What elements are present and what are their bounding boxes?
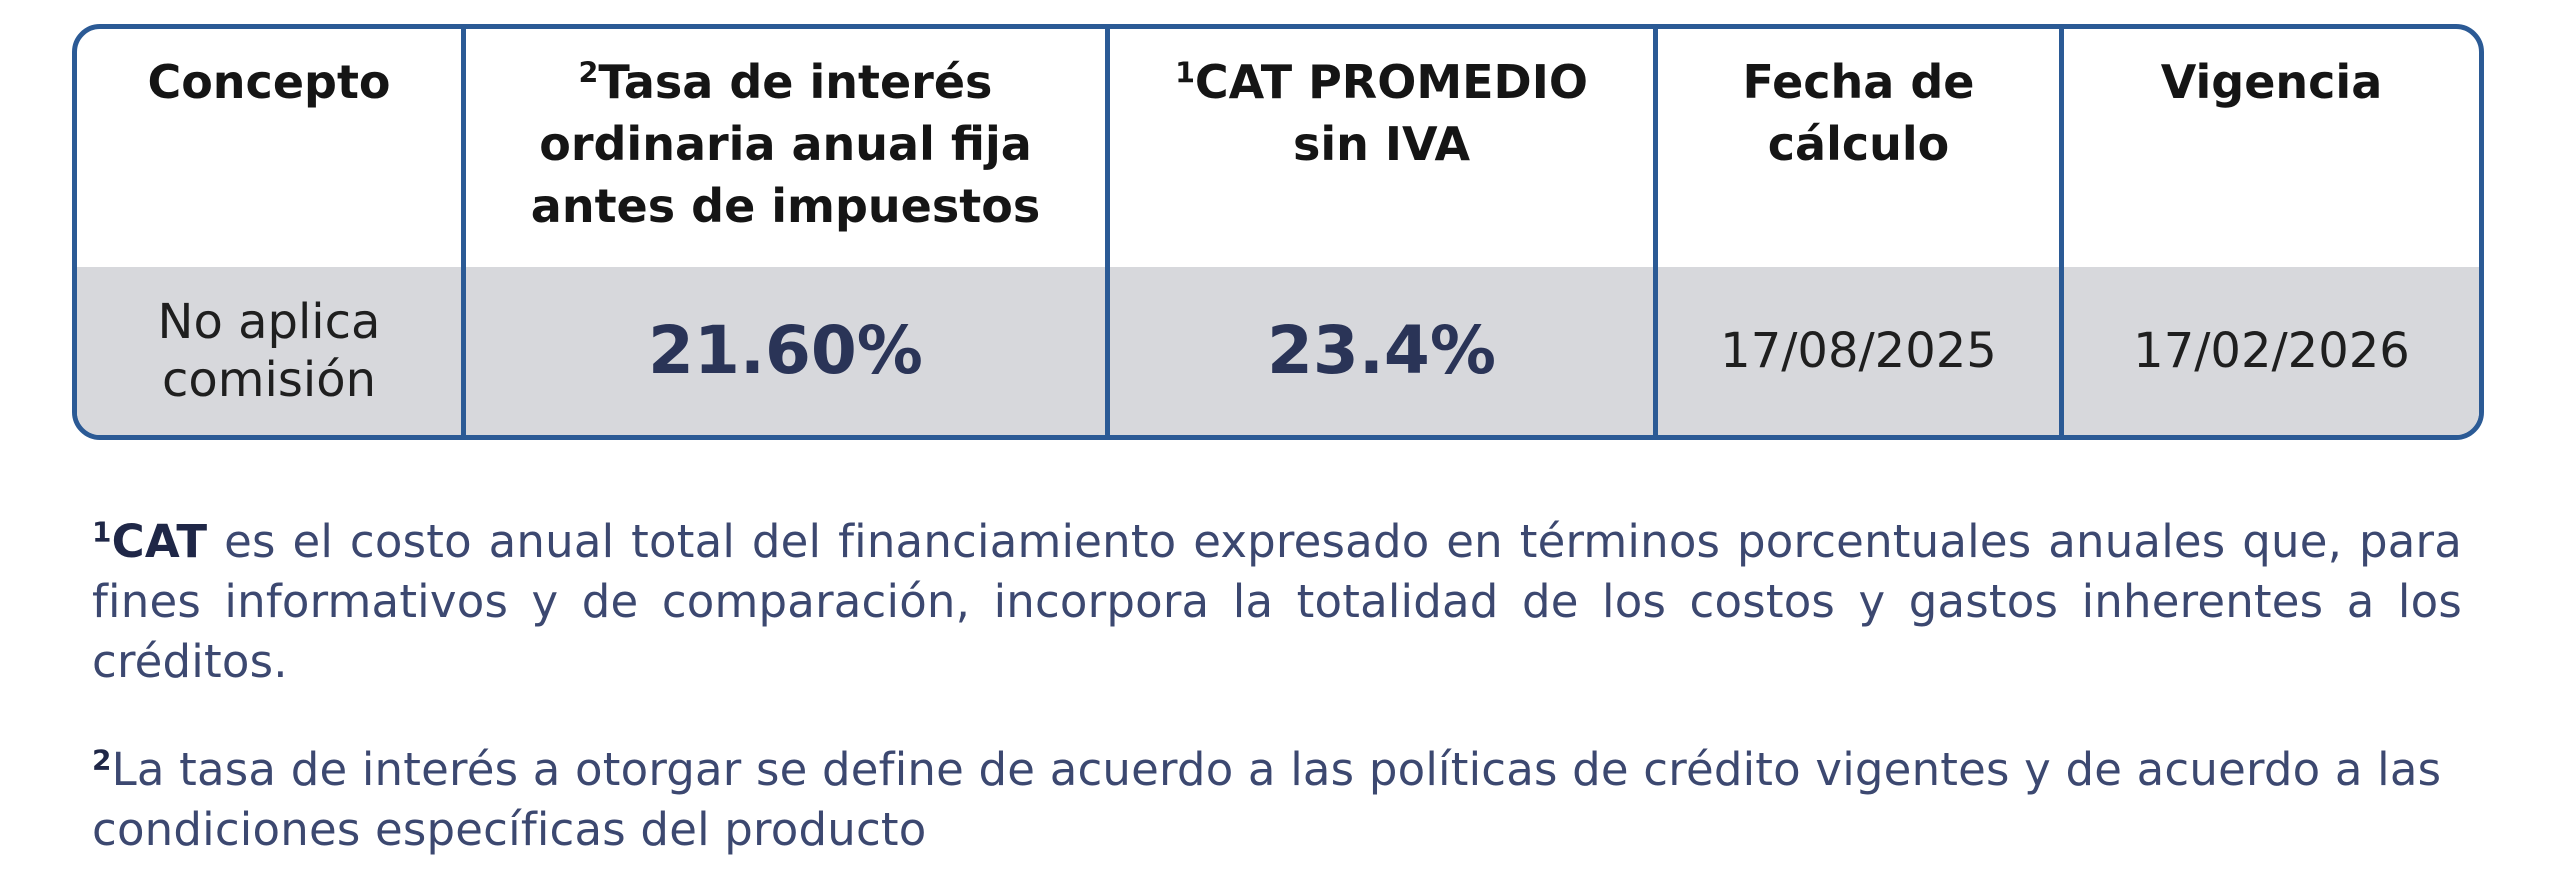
cell-concepto: No aplica comisión [77,267,461,435]
header-concepto: Concepto [77,29,461,267]
header-fecha-calculo: Fecha de cálculo [1653,29,2059,267]
header-tasa-superscript: 2 [578,56,599,90]
cell-vigencia-value: 17/02/2026 [2133,323,2410,379]
header-vigencia: Vigencia [2059,29,2479,267]
footnote-cat: 1CAT es el costo anual total del financi… [92,512,2462,692]
header-concepto-label: Concepto [147,55,391,109]
cell-cat-value: 23.4% [1267,312,1496,389]
footnote-tasa-text: La tasa de interés a otorgar se define d… [92,743,2442,856]
header-tasa: 2Tasa de interés ordinaria anual fija an… [461,29,1105,267]
header-cat-label: CAT PROMEDIO sin IVA [1194,55,1588,171]
cell-vigencia: 17/02/2026 [2059,267,2479,435]
footnote-tasa-superscript: 2 [92,743,112,777]
cell-cat: 23.4% [1105,267,1653,435]
header-tasa-label: Tasa de interés ordinaria anual fija ant… [530,55,1041,233]
cell-fecha-calculo-value: 17/08/2025 [1720,323,1997,379]
cell-tasa-value: 21.60% [648,312,923,389]
rate-table: Concepto 2Tasa de interés ordinaria anua… [72,24,2484,440]
footnote-cat-term: CAT [111,515,208,568]
footnote-cat-text: es el costo anual total del financiamien… [92,515,2462,688]
header-cat-text: 1CAT PROMEDIO sin IVA [1147,51,1617,175]
header-tasa-text: 2Tasa de interés ordinaria anual fija an… [506,51,1066,237]
cell-fecha-calculo: 17/08/2025 [1653,267,2059,435]
header-fecha-calculo-label: Fecha de cálculo [1742,55,1975,171]
header-cat-superscript: 1 [1175,56,1195,90]
cell-tasa: 21.60% [461,267,1105,435]
cell-concepto-value: No aplica comisión [157,294,381,408]
header-cat: 1CAT PROMEDIO sin IVA [1105,29,1653,267]
footnote-cat-superscript: 1 [92,515,112,549]
footnote-tasa: 2La tasa de interés a otorgar se define … [92,740,2462,860]
header-vigencia-label: Vigencia [2160,55,2383,109]
